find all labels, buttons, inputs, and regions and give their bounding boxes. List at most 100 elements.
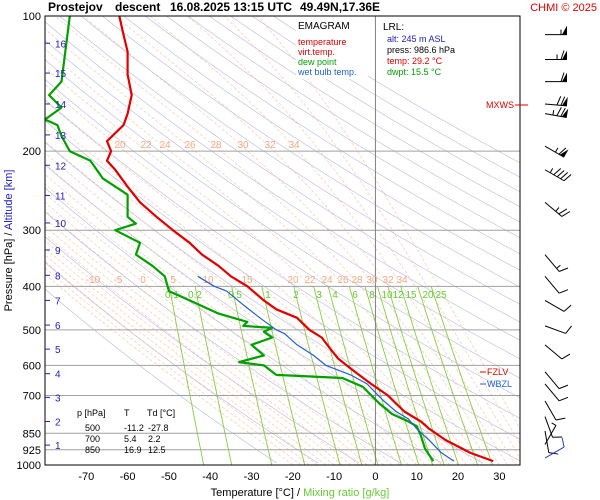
dry-adiabat	[166, 16, 520, 239]
dry-adiabat	[45, 164, 483, 464]
wind-barb	[544, 299, 572, 312]
mixing-ratio-label: 25	[435, 290, 447, 301]
legend-title: EMAGRAM	[298, 21, 350, 32]
temperature-tick-label: -10	[326, 471, 342, 483]
mixing-ratio-label: 1	[265, 290, 271, 301]
temperature-tick-label: -50	[161, 471, 177, 483]
pressure-tick-label: 400	[23, 281, 41, 293]
wind-barb-staff	[544, 344, 563, 360]
dry-adiabat	[123, 16, 520, 271]
moist-adiabat	[45, 273, 293, 465]
wind-barb-flag	[565, 325, 572, 334]
wind-barb-halfflag	[554, 147, 559, 153]
wind-barb-flag	[558, 384, 569, 390]
altitude-tick-label: 11	[55, 191, 66, 202]
altitude-tick-label: 4	[55, 370, 61, 381]
wind-barb-staff	[544, 299, 565, 312]
dewpoint-line	[45, 16, 435, 462]
dry-adiabat	[102, 16, 520, 288]
wind-barb	[544, 107, 569, 118]
moist-adiabat-label: 28	[351, 275, 363, 286]
mxws-label: MXWS	[486, 100, 514, 110]
moist-adiabat	[257, 16, 520, 430]
mixing-ratio-label: 0.5	[228, 290, 242, 301]
wind-barb	[545, 50, 567, 61]
legend-temperature: temperature	[298, 37, 347, 47]
table-cell: 500	[85, 423, 100, 433]
wind-barb	[544, 400, 566, 421]
wind-barb-flag	[560, 172, 569, 180]
altitude-tick-label: 8	[55, 271, 61, 282]
mixing-ratio-label: 0.2	[188, 290, 202, 301]
wind-barb-halfflag	[555, 207, 560, 212]
table-cell: 2.2	[148, 434, 161, 444]
altitude-tick-label: 15	[55, 69, 67, 80]
mixing-ratio-label: 2	[293, 290, 299, 301]
mixing-ratio-label: 12	[392, 290, 404, 301]
wind-barb-flag	[561, 437, 565, 448]
lrl-dwpt: dwpt: 15.5 °C	[387, 67, 442, 77]
moist-adiabat	[45, 48, 475, 465]
mixing-ratio-label: 4	[332, 290, 338, 301]
moist-adiabat-label: 20	[114, 140, 126, 151]
mixing-ratio-label: 6	[352, 290, 358, 301]
altitude-tick-label: 6	[55, 321, 61, 332]
mixing-ratio-label: 20	[422, 290, 434, 301]
wind-barb-flag	[556, 96, 562, 106]
table-cell: 850	[85, 445, 100, 455]
temperature-tick-label: 0	[372, 471, 378, 483]
temperature-tick-label: -30	[244, 471, 260, 483]
wind-barb	[544, 422, 557, 445]
wind-barb	[544, 276, 569, 294]
wind-barb-staff	[544, 113, 567, 118]
moist-adiabat-label: 32	[264, 140, 276, 151]
plot-frame	[44, 15, 521, 466]
table-cell: 5.4	[124, 434, 137, 444]
wind-barb-flag	[560, 72, 565, 82]
wind-barb-pennant	[562, 50, 567, 60]
legend-dew-point: dew point	[298, 57, 337, 67]
wetbulb-line	[197, 275, 455, 462]
temperature-tick-label: 20	[452, 471, 464, 483]
moist-adiabat-label: 30	[237, 140, 249, 151]
wind-barb	[545, 25, 567, 36]
pressure-tick-label: 1000	[17, 460, 41, 472]
altitude-tick-label: 5	[55, 345, 61, 356]
moist-adiabat-label: 22	[140, 140, 152, 151]
moist-adiabat-label: 5	[170, 275, 176, 286]
wind-barb	[545, 72, 567, 83]
x-axis-mixing-label: Mixing ratio [g/kg]	[303, 487, 389, 499]
pressure-tick-label: 600	[23, 360, 41, 372]
table-header-p: p [hPa]	[77, 408, 106, 418]
wind-barb-staff	[544, 425, 557, 445]
altitude-tick-label: 16	[55, 39, 67, 50]
lrl-title: LRL:	[383, 22, 404, 33]
moist-adiabat	[45, 152, 417, 465]
moist-adiabat-label: 26	[184, 140, 196, 151]
wind-barb	[544, 383, 569, 402]
dry-adiabat	[187, 16, 520, 223]
wind-barb-halfflag	[556, 264, 561, 269]
wind-barb	[544, 254, 569, 272]
moist-adiabat-label: 32	[382, 275, 394, 286]
x-axis-temperature-label: Temperature [°C] /	[211, 487, 303, 499]
credit-label: CHMI © 2025	[530, 2, 597, 14]
legend-box	[296, 17, 368, 79]
moist-adiabat	[55, 16, 492, 465]
fzlv-label: FZLV	[487, 367, 508, 377]
pressure-tick-label: 925	[23, 445, 41, 457]
x-axis-title: Temperature [°C] / Mixing ratio [g/kg]	[211, 487, 390, 499]
wind-barb	[544, 168, 572, 182]
dry-adiabat	[80, 16, 520, 305]
moist-adiabat-label: 34	[288, 140, 300, 151]
wind-barb-pennant	[562, 25, 567, 35]
y-axis-pressure-label: Pressure [hPa] /	[3, 230, 15, 311]
dry-adiabat	[45, 40, 520, 360]
wind-barb-staff	[544, 276, 560, 294]
table-cell: 16.9	[124, 445, 142, 455]
wind-barb	[544, 145, 569, 158]
mixing-ratio-label: 8	[369, 290, 375, 301]
moist-adiabat-label: 24	[159, 140, 171, 151]
wind-barb-staff	[544, 325, 566, 334]
wind-barb-flag	[560, 107, 566, 117]
